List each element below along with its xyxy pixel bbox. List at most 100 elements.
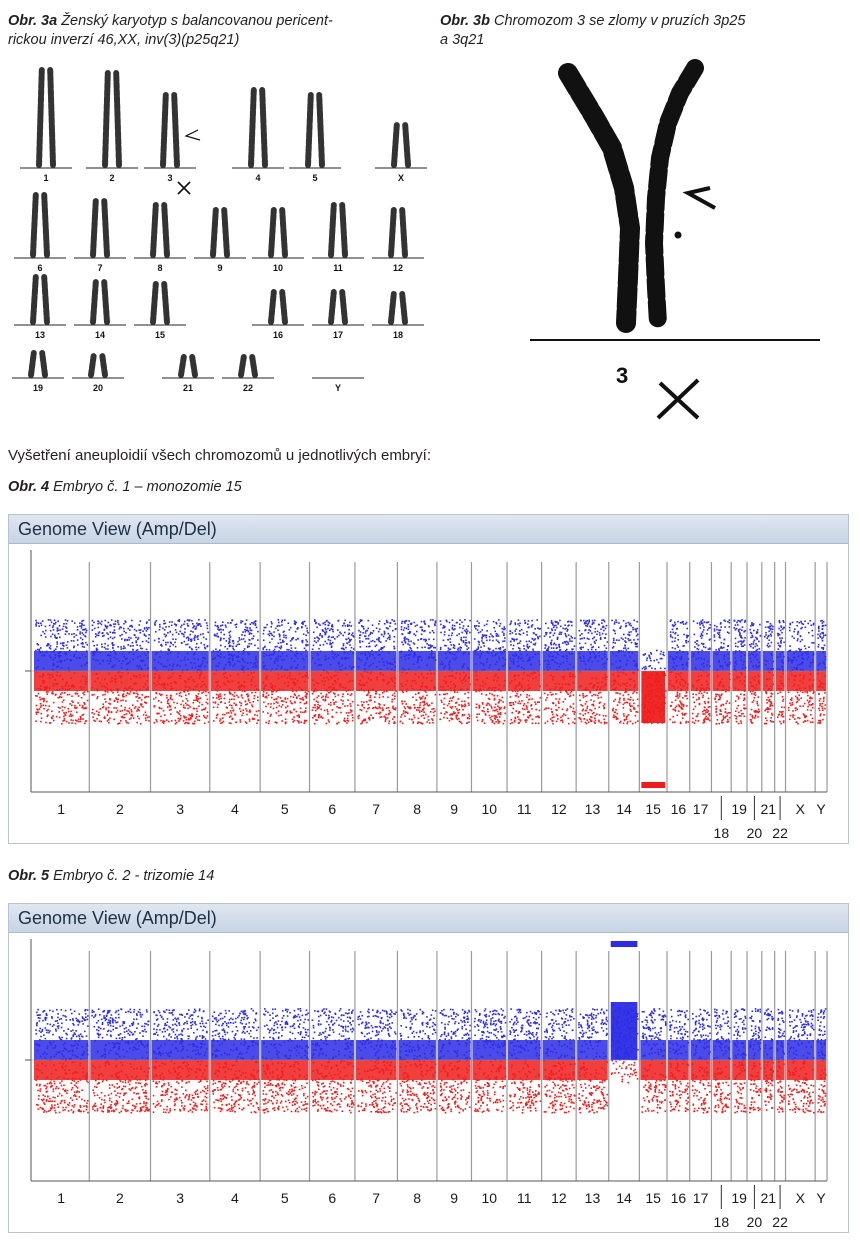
chr3-label: 3	[616, 363, 628, 388]
genome-view-plot-1: 1 2 3 4 5 6 7 8 9 10 11 12 13 14 15 16 17 19 21 X Y18 20 22	[25, 550, 828, 841]
chromosome-18-points	[712, 1008, 731, 1114]
chromosome-6-points	[310, 619, 355, 725]
chromosome-label-22: 22	[772, 1214, 788, 1230]
chromosome-19-points	[732, 619, 747, 725]
cross-mark-icon	[656, 378, 700, 420]
chromosome-label-4: 4	[231, 1190, 239, 1206]
chromosome-label-6: 6	[328, 801, 336, 817]
karyotype-pair-10	[252, 207, 304, 259]
chromosome-16-points	[668, 1009, 690, 1112]
break-dot	[674, 231, 682, 239]
chromosome-15-points	[640, 1008, 667, 1114]
chromosome-label-9: 9	[450, 1190, 458, 1206]
chromosome-6-points	[310, 1008, 355, 1114]
chromosome-17-points	[690, 1008, 711, 1114]
genome-view-title-1: Genome View (Amp/Del)	[9, 515, 848, 544]
karyotype-label-1: 1	[43, 173, 48, 183]
karyotype-label-4: 4	[255, 173, 260, 183]
chromosome-18-points	[712, 619, 731, 725]
deletion-marker	[641, 782, 666, 788]
chromosome-label-21: 21	[760, 1190, 776, 1206]
karyotype-pair-16	[252, 289, 304, 326]
chromosome-2-points	[90, 619, 150, 725]
chromosome-label-4: 4	[231, 801, 239, 817]
chromosome-label-11: 11	[517, 1190, 532, 1206]
chromosome-8-points	[398, 619, 437, 725]
fig3a-label: Obr. 3a	[8, 13, 58, 29]
arrow-icon	[682, 186, 716, 210]
karyotype-pair-14	[74, 279, 126, 326]
chromosome-label-7: 7	[372, 1190, 380, 1206]
chromosome-label-18: 18	[714, 825, 730, 841]
chromosome-5-points	[261, 1008, 310, 1114]
fig4-caption: Obr. 4 Embryo č. 1 – monozomie 15	[8, 478, 242, 497]
karyotype-pair-7	[74, 197, 126, 259]
chromosome-label-5: 5	[281, 801, 289, 817]
fig3a-text-2: rickou inverzí 46,XX, inv(3)(p25q21)	[8, 32, 240, 48]
karyotype-pair-15	[134, 281, 186, 326]
chromosome-label-8: 8	[413, 1190, 421, 1206]
karyotype-label-16: 16	[273, 330, 283, 340]
chromosome-label-X: X	[796, 1190, 806, 1206]
chromosome-Y-points	[816, 1008, 827, 1114]
karyotype-label-14: 14	[95, 330, 105, 340]
chromosome-7-points	[355, 1008, 397, 1114]
chromosome-Y-points	[816, 619, 827, 725]
karyotype-label-21: 21	[183, 383, 193, 393]
chromosome-11-points	[508, 619, 542, 725]
karyotype-label-13: 13	[35, 330, 45, 340]
genome-view-panel-2: Genome View (Amp/Del) 1 2 3 4 5 6 7 8 9 10 11 12 13 1…	[8, 903, 849, 1233]
fig3b-text-2: a 3q21	[440, 32, 485, 48]
amplification-marker	[610, 941, 638, 947]
chromosome-label-16: 16	[671, 801, 687, 817]
data-points	[34, 619, 827, 788]
chromosome-22-points	[775, 619, 786, 725]
chromosome-15-points	[641, 649, 667, 788]
karyotype-pair-6	[14, 192, 66, 259]
karyotype-pair-21	[162, 354, 214, 379]
chromosome-9-points	[437, 619, 471, 725]
chromosome-label-7: 7	[372, 801, 380, 817]
karyotype-pair-19	[12, 350, 64, 379]
chromosome-21-points	[762, 621, 775, 725]
karyotype-label-3: 3	[167, 173, 172, 183]
chromosome-label-3: 3	[176, 801, 184, 817]
karyotype-label-6: 6	[37, 263, 42, 273]
chromosome-12-points	[542, 1008, 576, 1114]
karyotype-label-22: 22	[243, 383, 253, 393]
karyotype-label-20: 20	[93, 383, 103, 393]
chromosome-13-points	[577, 1008, 609, 1114]
chromosome-20-points	[748, 622, 762, 724]
fig3a-caption: Obr. 3a Ženský karyotyp s balancovanou p…	[8, 12, 428, 50]
chromosome-label-10: 10	[481, 1190, 497, 1206]
fig3a-text-1: Ženský karyotyp s balancovanou pericent-	[57, 13, 333, 29]
chromosome-label-9: 9	[450, 801, 458, 817]
karyotype-pair-13	[14, 274, 66, 326]
intro-text: Vyšetření aneuploidií všech chromozomů u…	[8, 447, 431, 464]
karyotype-pair-18	[372, 291, 424, 326]
chromosome-label-22: 22	[772, 825, 788, 841]
chromosome-label-Y: Y	[816, 1190, 826, 1206]
karyotype-pair-4	[232, 87, 284, 169]
chromosome-label-6: 6	[328, 1190, 336, 1206]
chromosome-label-19: 19	[731, 801, 747, 817]
karyotype-pair-8	[134, 202, 186, 259]
karyotype-pair-1	[20, 67, 72, 169]
cross-mark-icon	[177, 181, 191, 195]
karyotype-pair-22	[222, 354, 274, 379]
fig5-caption: Obr. 5 Embryo č. 2 - trizomie 14	[8, 867, 214, 886]
karyotype-pair-17	[312, 289, 364, 326]
chromosome-1-points	[34, 619, 89, 725]
chromosome-21-points	[762, 1008, 775, 1111]
chromosome-label-2: 2	[116, 1190, 124, 1206]
chromosome-10-points	[472, 1008, 507, 1113]
chromosome-label-1: 1	[57, 801, 65, 817]
karyotype-label-X: X	[398, 173, 404, 183]
karyotype-label-9: 9	[217, 263, 222, 273]
chromosome-3-points	[151, 1008, 209, 1114]
data-points	[34, 941, 827, 1114]
karyotype-pair-9	[194, 207, 246, 259]
karyotype-label-5: 5	[312, 173, 317, 183]
fig4-label: Obr. 4	[8, 479, 50, 495]
arrow-icon	[184, 129, 201, 141]
